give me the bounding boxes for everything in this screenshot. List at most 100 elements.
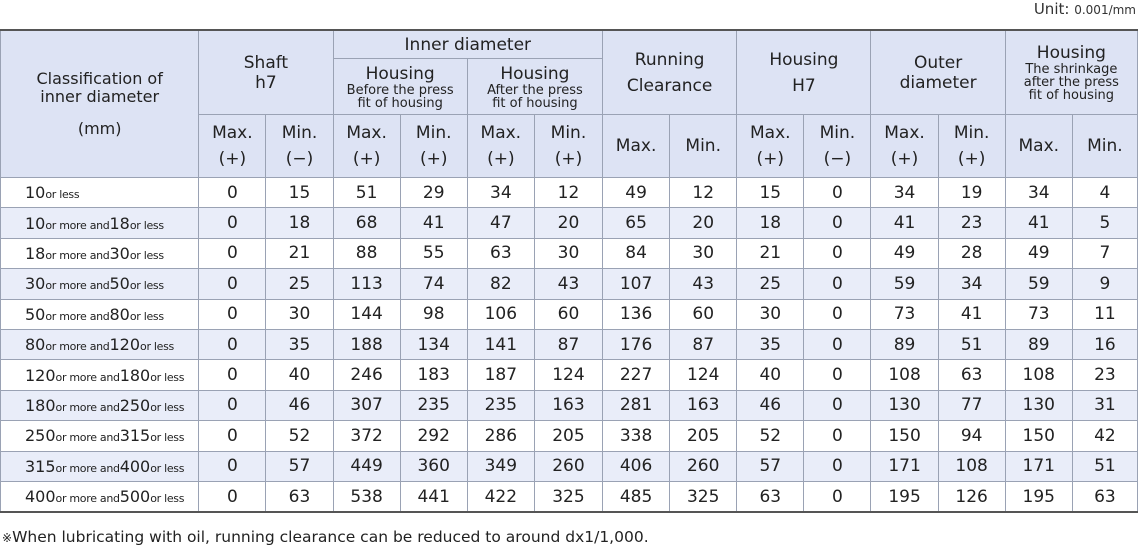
classification-header: Classification of inner diameter (mm)	[0, 29, 200, 178]
value-cell: 41	[1004, 207, 1073, 239]
value-cell: 0	[198, 359, 267, 391]
col-header: Max. (+)	[198, 114, 267, 178]
value-cell: 87	[533, 328, 604, 361]
value-cell: 0	[803, 207, 872, 239]
value-cell: 59	[870, 268, 939, 300]
table-row: 18or more and30or less 0 21 88 55 63 30 84 30 21 0…	[0, 237, 1138, 270]
value-cell: 108	[937, 450, 1006, 482]
value-cell: 73	[1004, 298, 1073, 330]
value-cell: 73	[870, 298, 939, 330]
value-cell: 63	[265, 480, 334, 513]
value-cell: 12	[669, 176, 738, 209]
value-cell: 41	[870, 207, 939, 239]
value-cell: 325	[533, 480, 604, 513]
col-header: Min. (−)	[803, 114, 872, 178]
value-cell: 325	[669, 480, 738, 513]
value-cell: 63	[466, 237, 535, 270]
value-cell: 15	[736, 176, 805, 209]
value-cell: 31	[1071, 389, 1138, 422]
classification-cell: 30or more and50or less	[0, 268, 200, 300]
value-cell: 46	[265, 389, 334, 422]
value-cell: 59	[1004, 268, 1073, 300]
running-clearance-header: Running Clearance	[602, 29, 738, 115]
value-cell: 107	[602, 268, 671, 300]
value-cell: 51	[1071, 450, 1138, 482]
value-cell: 281	[602, 389, 671, 422]
value-cell: 108	[870, 359, 939, 391]
value-cell: 34	[937, 268, 1006, 300]
value-cell: 42	[1071, 420, 1138, 452]
value-cell: 49	[1004, 237, 1073, 270]
table-row: 180or more and250or less 0 46 307 235 235 163 2…	[0, 389, 1138, 422]
value-cell: 360	[399, 450, 468, 482]
value-cell: 34	[1004, 176, 1073, 209]
value-cell: 29	[399, 176, 468, 209]
value-cell: 30	[265, 298, 334, 330]
outer-diameter-header: Outer diameter	[870, 29, 1006, 115]
value-cell: 124	[669, 359, 738, 391]
value-cell: 74	[399, 268, 468, 300]
value-cell: 30	[669, 237, 738, 270]
value-cell: 43	[669, 268, 738, 300]
table-row: 250or more and315or less 0 52 372 292 286 205 3…	[0, 420, 1138, 452]
value-cell: 150	[870, 420, 939, 452]
value-cell: 43	[533, 268, 604, 300]
inner-diameter-header: Inner diameter	[332, 29, 604, 59]
value-cell: 349	[466, 450, 535, 482]
value-cell: 338	[602, 420, 671, 452]
value-cell: 0	[803, 359, 872, 391]
value-cell: 49	[602, 176, 671, 209]
value-cell: 40	[265, 359, 334, 391]
housing-shrinkage-header: Housing The shrinkage after the press fi…	[1004, 29, 1138, 115]
value-cell: 65	[602, 207, 671, 239]
value-cell: 0	[198, 237, 267, 270]
col-header: Min.	[1071, 114, 1138, 178]
value-cell: 63	[1071, 480, 1138, 513]
value-cell: 0	[198, 298, 267, 330]
value-cell: 292	[399, 420, 468, 452]
value-cell: 51	[937, 328, 1006, 361]
value-cell: 136	[602, 298, 671, 330]
value-cell: 18	[736, 207, 805, 239]
value-cell: 246	[332, 359, 401, 391]
value-cell: 422	[466, 480, 535, 513]
value-cell: 195	[870, 480, 939, 513]
value-cell: 30	[533, 237, 604, 270]
table-row: 315or more and400or less 0 57 449 360 349 260 4…	[0, 450, 1138, 482]
value-cell: 63	[937, 359, 1006, 391]
value-cell: 163	[669, 389, 738, 422]
table-row: 400or more and500or less 0 63 538 441 422 325 4…	[0, 480, 1138, 513]
value-cell: 7	[1071, 237, 1138, 270]
value-cell: 187	[466, 359, 535, 391]
value-cell: 144	[332, 298, 401, 330]
value-cell: 0	[803, 328, 872, 361]
col-header: Min. (−)	[265, 114, 334, 178]
value-cell: 19	[937, 176, 1006, 209]
col-header: Min. (+)	[399, 114, 468, 178]
value-cell: 21	[736, 237, 805, 270]
col-header: Min. (+)	[533, 114, 604, 178]
value-cell: 134	[399, 328, 468, 361]
value-cell: 57	[265, 450, 334, 482]
value-cell: 5	[1071, 207, 1138, 239]
value-cell: 171	[870, 450, 939, 482]
value-cell: 40	[736, 359, 805, 391]
value-cell: 106	[466, 298, 535, 330]
col-header: Min. (+)	[937, 114, 1006, 178]
table-body: 10or less 0 15 51 29 34 12 49 12 15 0 34 19 34 4 10or m…	[0, 176, 1138, 513]
value-cell: 195	[1004, 480, 1073, 513]
value-cell: 449	[332, 450, 401, 482]
classification-cell: 400or more and500or less	[0, 480, 200, 513]
classification-cell: 120or more and180or less	[0, 359, 200, 391]
value-cell: 47	[466, 207, 535, 239]
footnote: ※When lubricating with oil, running clea…	[2, 528, 649, 546]
value-cell: 41	[399, 207, 468, 239]
value-cell: 0	[198, 328, 267, 361]
col-header: Max. (+)	[870, 114, 939, 178]
housing-after-header: Housing After the press fit of housing	[466, 58, 604, 115]
col-header: Max. (+)	[736, 114, 805, 178]
table-row: 80or more and120or less 0 35 188 134 141 87 176…	[0, 328, 1138, 361]
value-cell: 60	[669, 298, 738, 330]
value-cell: 34	[466, 176, 535, 209]
value-cell: 94	[937, 420, 1006, 452]
